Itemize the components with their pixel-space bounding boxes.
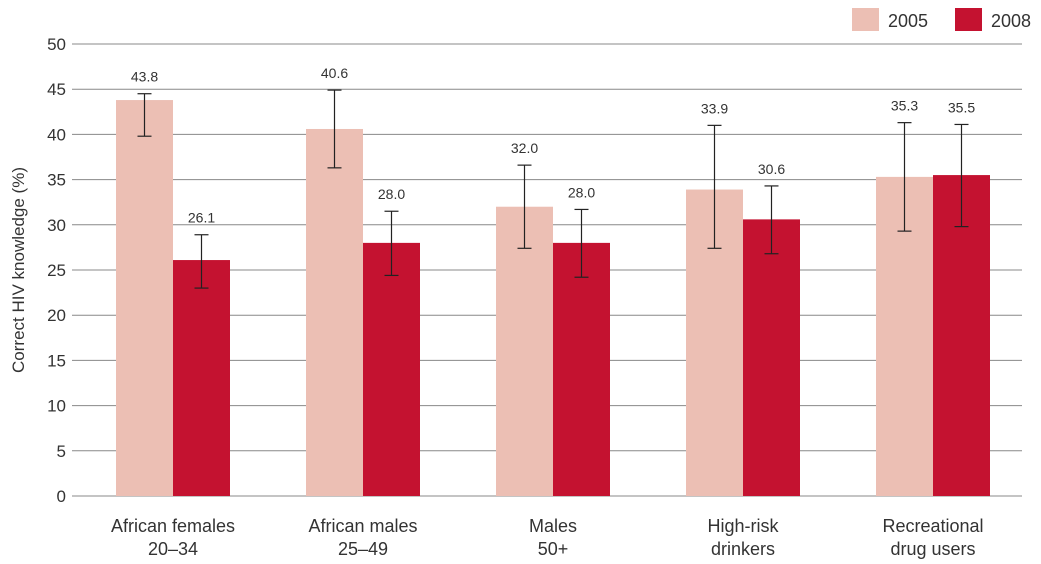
category-label-4: High-risk drinkers — [707, 516, 779, 559]
y-axis-title: Correct HIV knowledge (%) — [9, 167, 28, 373]
bar-2005-2 — [306, 128, 363, 496]
category-label-5: Recreational drug users — [882, 516, 983, 559]
data-label-2005-2: 40.6 — [321, 65, 348, 81]
data-label-2008-5: 35.5 — [948, 99, 975, 115]
data-label-2008-2: 28.0 — [378, 186, 405, 202]
y-tick-25: 25 — [47, 261, 66, 280]
y-tick-50: 50 — [47, 35, 66, 54]
data-labels: 43.8 26.1 40.6 28.0 32.0 28.0 33.9 30.6 35.3 35.5 — [131, 65, 975, 226]
error-bar-2005-1 — [137, 93, 152, 137]
legend-label-2008: 2008 — [991, 11, 1031, 31]
error-bar-2008-4 — [764, 185, 779, 255]
bar-2008-2 — [363, 242, 420, 496]
y-tick-10: 10 — [47, 397, 66, 416]
y-tick-20: 20 — [47, 306, 66, 325]
error-bar-2005-5 — [897, 122, 912, 232]
bars — [116, 100, 990, 496]
y-tick-35: 35 — [47, 171, 66, 190]
data-label-2005-4: 33.9 — [701, 100, 728, 116]
bar-2008-4 — [743, 219, 800, 496]
legend-item-2008: 2008 — [955, 8, 1031, 31]
category-label-3: Males 50+ — [529, 516, 577, 559]
y-tick-45: 45 — [47, 80, 66, 99]
legend-label-2005: 2005 — [888, 11, 928, 31]
error-bar-2008-2 — [384, 210, 399, 277]
error-bar-2008-1 — [194, 234, 209, 289]
error-bars — [137, 89, 969, 289]
category-label-2: African males 25–49 — [308, 516, 417, 559]
error-bar-2005-2 — [327, 89, 342, 169]
legend-swatch-2008 — [955, 8, 982, 31]
category-labels: African females 20–34 African males 25–49 Ma… — [111, 516, 984, 559]
category-label-1: African females 20–34 — [111, 516, 235, 559]
y-tick-30: 30 — [47, 216, 66, 235]
bar-2005-3 — [496, 206, 553, 496]
legend-swatch-2005 — [852, 8, 879, 31]
y-tick-40: 40 — [47, 125, 66, 144]
error-bar-2005-3 — [517, 164, 532, 249]
error-bar-2008-5 — [954, 123, 969, 228]
bar-2008-5 — [933, 175, 990, 496]
y-tick-labels: 0 5 10 15 20 25 30 35 40 45 50 — [47, 35, 66, 506]
y-tick-15: 15 — [47, 351, 66, 370]
data-label-2005-5: 35.3 — [891, 98, 918, 114]
bar-2005-1 — [116, 100, 173, 496]
legend: 2005 2008 — [852, 8, 1031, 31]
legend-item-2005: 2005 — [852, 8, 928, 31]
error-bar-2008-3 — [574, 208, 589, 278]
y-tick-0: 0 — [57, 487, 66, 506]
error-bar-2005-4 — [707, 124, 722, 249]
bar-2008-3 — [553, 242, 610, 496]
data-label-2008-4: 30.6 — [758, 161, 785, 177]
data-label-2005-1: 43.8 — [131, 69, 158, 85]
y-tick-5: 5 — [57, 442, 66, 461]
bar-2008-1 — [173, 260, 230, 496]
data-label-2005-3: 32.0 — [511, 140, 538, 156]
data-label-2008-3: 28.0 — [568, 184, 595, 200]
data-label-2008-1: 26.1 — [188, 210, 215, 226]
